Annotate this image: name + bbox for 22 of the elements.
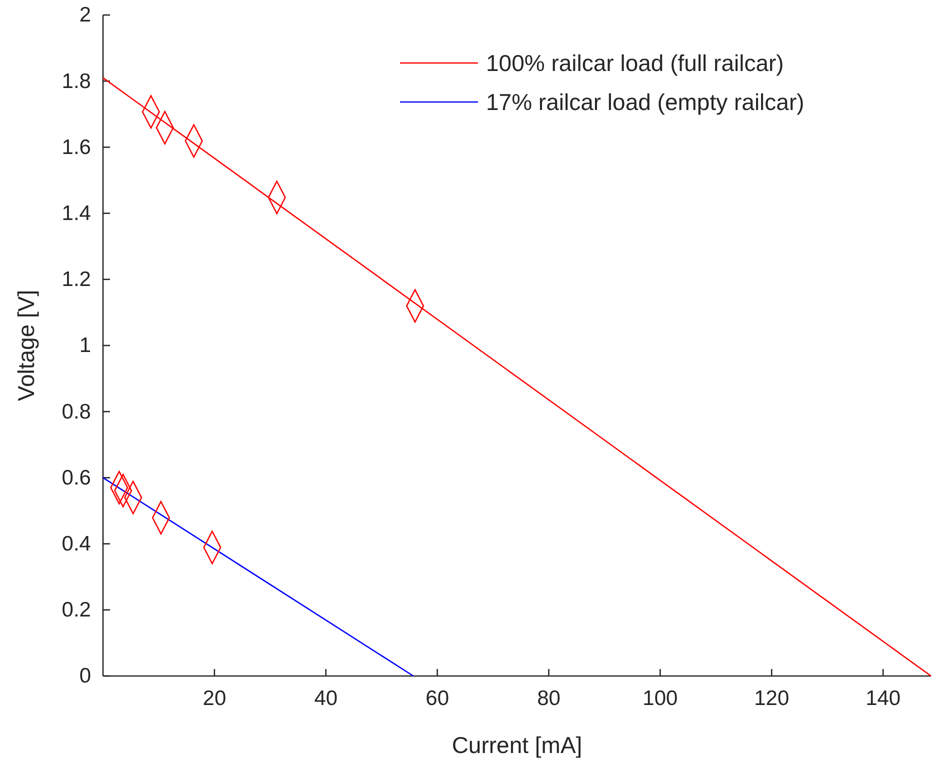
y-axis-title: Voltage [V] bbox=[13, 290, 39, 402]
x-tick-label: 20 bbox=[202, 686, 226, 710]
y-tick-label: 0.2 bbox=[62, 598, 91, 622]
y-tick-label: 1.2 bbox=[62, 268, 91, 292]
legend-label: 17% railcar load (empty railcar) bbox=[486, 89, 804, 115]
x-tick-label: 60 bbox=[426, 686, 449, 710]
y-tick-label: 1.8 bbox=[62, 70, 91, 93]
x-tick-label: 80 bbox=[537, 686, 560, 710]
y-tick-label: 1.4 bbox=[62, 202, 92, 226]
x-tick-label: 140 bbox=[866, 686, 901, 710]
y-tick-label: 0 bbox=[79, 664, 91, 688]
y-tick-label: 2 bbox=[79, 4, 91, 27]
legend-label: 100% railcar load (full railcar) bbox=[486, 50, 784, 76]
x-tick-label: 120 bbox=[754, 686, 790, 710]
y-tick-label: 1.6 bbox=[62, 136, 91, 159]
y-tick-label: 0.4 bbox=[62, 532, 92, 556]
x-tick-label: 40 bbox=[314, 686, 338, 710]
y-tick-label: 0.6 bbox=[62, 466, 91, 490]
x-axis-title: Current [mA] bbox=[452, 732, 582, 758]
x-tick-label: 100 bbox=[642, 686, 678, 710]
y-tick-label: 0.8 bbox=[62, 400, 91, 424]
y-tick-label: 1 bbox=[79, 334, 91, 358]
